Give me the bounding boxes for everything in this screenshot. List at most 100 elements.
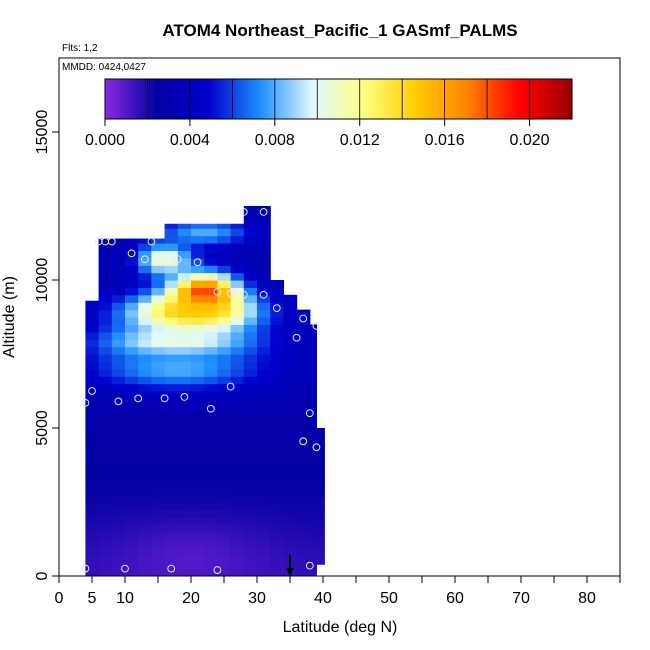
heatmap-cell bbox=[125, 280, 139, 288]
sample-point bbox=[299, 437, 308, 446]
heatmap-cell bbox=[270, 376, 284, 385]
sample-point bbox=[140, 255, 149, 264]
heatmap-cell bbox=[243, 435, 258, 444]
heatmap-cell bbox=[257, 442, 271, 451]
heatmap-cell bbox=[98, 238, 113, 244]
heatmap-cell bbox=[309, 568, 317, 576]
heatmap-cell bbox=[230, 243, 245, 251]
heatmap-cell bbox=[98, 465, 113, 473]
heatmap-cell bbox=[151, 457, 166, 466]
heatmap-cell bbox=[217, 280, 232, 288]
heatmap-cell bbox=[283, 391, 298, 399]
heatmap-cell bbox=[164, 539, 179, 547]
heatmap-cell bbox=[270, 294, 284, 303]
heatmap-cell bbox=[85, 391, 100, 399]
heatmap-cell bbox=[296, 539, 311, 547]
sample-point bbox=[206, 404, 215, 413]
heatmap-cell bbox=[151, 383, 166, 392]
heatmap-cell bbox=[270, 398, 284, 407]
heatmap-cell bbox=[270, 368, 284, 377]
x-tick-label: 70 bbox=[512, 590, 530, 607]
heatmap-cell bbox=[191, 428, 205, 436]
heatmap-cell bbox=[151, 346, 166, 355]
heatmap-cell bbox=[230, 405, 245, 414]
heatmap-cell bbox=[177, 287, 192, 296]
heatmap-cell bbox=[111, 524, 126, 533]
heatmap-cell bbox=[164, 568, 179, 576]
heatmap-cell bbox=[138, 539, 152, 547]
heatmap-cell bbox=[296, 317, 311, 325]
heatmap-cell bbox=[125, 398, 139, 407]
heatmap-cell bbox=[243, 339, 258, 348]
heatmap-cell bbox=[257, 331, 271, 340]
heatmap-cell bbox=[98, 516, 113, 525]
heatmap-cell bbox=[217, 472, 232, 481]
heatmap-cell bbox=[257, 265, 271, 274]
heatmap-cell bbox=[98, 309, 113, 318]
heatmap-cell bbox=[177, 568, 192, 576]
heatmap-cell bbox=[151, 494, 166, 503]
heatmap-cell bbox=[164, 235, 179, 244]
heatmap-cell bbox=[98, 524, 113, 533]
heatmap-cell bbox=[283, 302, 298, 311]
heatmap-cell bbox=[217, 553, 232, 562]
heatmap-cell bbox=[270, 302, 284, 311]
heatmap-cell bbox=[191, 509, 205, 518]
heatmap-cell bbox=[230, 546, 245, 555]
heatmap-cell bbox=[191, 442, 205, 451]
heatmap-cell bbox=[204, 368, 218, 377]
heatmap-cell bbox=[85, 368, 100, 377]
heatmap-cell bbox=[217, 250, 232, 259]
heatmap-cell bbox=[111, 420, 126, 429]
heatmap-cell bbox=[217, 368, 232, 377]
heatmap-cell bbox=[257, 479, 271, 488]
heatmap-cell bbox=[138, 457, 152, 466]
heatmap-cell bbox=[98, 450, 113, 459]
heatmap-cell bbox=[138, 494, 152, 503]
heatmap-cell bbox=[85, 539, 100, 547]
heatmap-cell bbox=[191, 494, 205, 503]
heatmap-cell bbox=[204, 413, 218, 422]
heatmap-cell bbox=[217, 339, 232, 348]
heatmap-cell bbox=[111, 546, 126, 555]
heatmap-cell bbox=[98, 509, 113, 518]
heatmap-cell bbox=[138, 472, 152, 481]
heatmap-cell bbox=[111, 272, 126, 281]
heatmap-cell bbox=[191, 346, 205, 355]
heatmap-cell bbox=[309, 479, 317, 488]
heatmap-cell bbox=[257, 457, 271, 466]
heatmap-cell bbox=[243, 502, 258, 510]
heatmap-cell bbox=[98, 546, 113, 555]
heatmap-cell bbox=[270, 494, 284, 503]
heatmap-cell bbox=[270, 553, 284, 562]
heatmap-cell bbox=[191, 354, 205, 362]
heatmap-cell bbox=[296, 487, 311, 496]
heatmap-cell bbox=[270, 457, 284, 466]
heatmap-cell bbox=[217, 376, 232, 385]
heatmap-cell bbox=[138, 391, 152, 399]
heatmap-cell bbox=[151, 257, 166, 266]
heatmap-cell bbox=[270, 405, 284, 414]
heatmap-cell bbox=[243, 531, 258, 540]
heatmap-cell bbox=[125, 339, 139, 348]
colorbar-tick-label-5: 0.020 bbox=[510, 132, 550, 149]
heatmap-cell bbox=[204, 494, 218, 503]
heatmap-cell bbox=[309, 428, 317, 436]
heatmap-cell bbox=[151, 502, 166, 510]
heatmap-cell bbox=[309, 472, 317, 481]
heatmap-cell bbox=[164, 516, 179, 525]
heatmap-cell bbox=[204, 228, 218, 237]
heatmap-cell bbox=[164, 324, 179, 333]
heatmap-cell bbox=[98, 420, 113, 429]
heatmap-cell bbox=[125, 516, 139, 525]
heatmap-cell bbox=[283, 376, 298, 385]
heatmap-cell bbox=[85, 568, 100, 576]
heatmap-cell bbox=[204, 287, 218, 296]
heatmap-cell bbox=[243, 213, 258, 222]
heatmap-cell bbox=[283, 398, 298, 407]
heatmap-cell bbox=[125, 531, 139, 540]
heatmap-cell bbox=[151, 339, 166, 348]
heatmap-cell bbox=[151, 391, 166, 399]
x-tick-label: 0 bbox=[55, 590, 64, 607]
heatmap-cell bbox=[270, 324, 284, 333]
